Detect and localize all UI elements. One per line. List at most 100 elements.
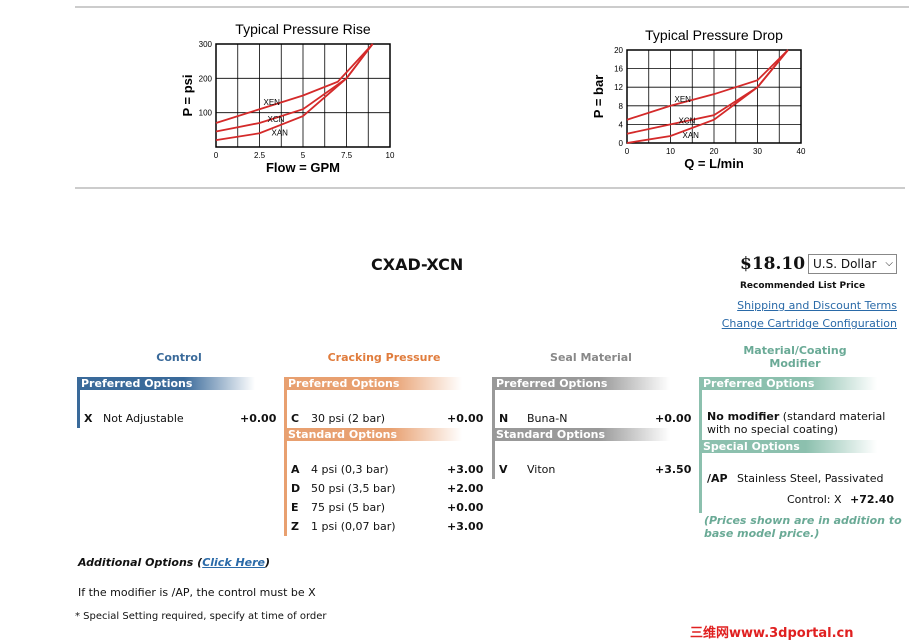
x-tick-label: 5 bbox=[301, 151, 306, 160]
x-tick-label: 30 bbox=[753, 147, 762, 156]
code: E bbox=[291, 501, 299, 514]
curve bbox=[626, 49, 789, 135]
option: Viton bbox=[527, 463, 556, 476]
currency: U.S. Dollar bbox=[813, 257, 877, 271]
option-desc: (standard material with no special coati… bbox=[707, 410, 886, 436]
chart-title: Typical Pressure Drop bbox=[645, 27, 783, 43]
section-bar: Special Options bbox=[699, 440, 877, 453]
label: ) bbox=[265, 556, 271, 569]
link[interactable]: Change Cartridge Configuration bbox=[721, 317, 897, 330]
y-axis-label: P = bar bbox=[591, 75, 606, 118]
option-price: +3.50 bbox=[655, 463, 692, 476]
chart-title: Typical Pressure Rise bbox=[235, 21, 371, 37]
option-price: +0.00 bbox=[655, 412, 692, 425]
curve bbox=[626, 49, 789, 121]
x-tick-label: 10 bbox=[386, 151, 395, 160]
price-note: Recommended List Price bbox=[740, 281, 866, 291]
column-title: Control bbox=[156, 351, 202, 364]
dropdown-arrow: ⌵ bbox=[885, 258, 893, 269]
code: V bbox=[499, 463, 508, 476]
x-axis-label: Q = L/min bbox=[684, 156, 744, 170]
code: /AP bbox=[707, 472, 728, 485]
x-tick-label: 7.5 bbox=[341, 151, 353, 160]
x-tick-label: 40 bbox=[797, 147, 806, 156]
y-tick-label: 16 bbox=[614, 65, 623, 74]
curve bbox=[215, 43, 374, 142]
option: 30 psi (2 bar) bbox=[311, 412, 386, 425]
additional-options: Additional Options (Click Here) bbox=[78, 556, 270, 569]
label: Additional Options ( bbox=[78, 556, 203, 569]
y-tick-label: 12 bbox=[614, 83, 623, 92]
section-bar: Standard Options bbox=[492, 428, 670, 441]
code: X bbox=[84, 412, 93, 425]
curve bbox=[215, 43, 374, 133]
y-tick-label: 8 bbox=[619, 102, 624, 111]
curve-label: XEN bbox=[675, 95, 692, 104]
y-tick-label: 200 bbox=[199, 74, 213, 83]
chart: 0 10 20 30 40 0 4 8 12 16 20 Typical Pressure Drop Q… bbox=[591, 27, 806, 170]
option: Buna-N bbox=[527, 412, 568, 425]
currency-select[interactable]: U.S. Dollar ⌵ bbox=[808, 254, 897, 274]
option: 75 psi (5 bar) bbox=[311, 501, 386, 514]
column-edge bbox=[77, 377, 80, 428]
option-price: +3.00 bbox=[447, 520, 484, 533]
model-title: CXAD-XCN bbox=[371, 255, 464, 274]
note: (Prices shown are in addition to base mo… bbox=[704, 514, 902, 540]
option: Not Adjustable bbox=[103, 412, 184, 425]
footnote: * Special Setting required, specify at t… bbox=[75, 611, 327, 622]
x-tick-label: 0 bbox=[625, 147, 630, 156]
x-axis-label: Flow = GPM bbox=[266, 160, 340, 175]
option: 4 psi (0,3 bar) bbox=[311, 463, 389, 476]
column-title: Seal Material bbox=[550, 351, 632, 364]
column-edge bbox=[284, 377, 287, 536]
option: Stainless Steel, Passivated bbox=[737, 472, 884, 485]
x-tick-label: 2.5 bbox=[254, 151, 266, 160]
watermark: 三维网www.3dportal.cn bbox=[690, 626, 854, 641]
column-title: Material/Coating Modifier bbox=[743, 344, 847, 370]
option-price: +3.00 bbox=[447, 463, 484, 476]
chart: 0 2.5 5 7.5 10 100 200 300 Typical Pressure Rise… bbox=[180, 21, 395, 175]
section-bar: Preferred Options bbox=[699, 377, 877, 390]
link[interactable]: Click Here bbox=[202, 556, 266, 569]
option-price: +72.40 bbox=[850, 493, 895, 506]
curve bbox=[626, 49, 789, 144]
curve-label: XCN bbox=[679, 116, 696, 125]
x-tick-label: 10 bbox=[666, 147, 675, 156]
y-tick-label: 300 bbox=[199, 40, 213, 49]
x-tick-label: 0 bbox=[214, 151, 219, 160]
code: Z bbox=[291, 520, 299, 533]
code: N bbox=[499, 412, 509, 425]
option-price: +0.00 bbox=[447, 501, 484, 514]
y-tick-label: 0 bbox=[619, 139, 624, 148]
option-price: +0.00 bbox=[240, 412, 277, 425]
section-bar: Preferred Options bbox=[492, 377, 670, 390]
y-tick-label: 100 bbox=[199, 109, 213, 118]
option: No modifier (standard material with no s… bbox=[707, 410, 902, 436]
code: A bbox=[291, 463, 300, 476]
curve-label: XAN bbox=[683, 131, 700, 140]
curve-label: XEN bbox=[264, 98, 281, 107]
option-price: +0.00 bbox=[447, 412, 484, 425]
rule-text: If the modifier is /AP, the control must… bbox=[78, 586, 316, 599]
curve-label: XCN bbox=[268, 115, 285, 124]
divider bbox=[75, 6, 909, 8]
link[interactable]: Shipping and Discount Terms bbox=[737, 299, 897, 312]
curve bbox=[215, 43, 374, 124]
x-tick-label: 20 bbox=[710, 147, 719, 156]
option-price: +2.00 bbox=[447, 482, 484, 495]
y-axis-label: P = psi bbox=[180, 74, 195, 116]
divider bbox=[75, 187, 905, 189]
section-bar: Preferred Options bbox=[284, 377, 462, 390]
column-title: Cracking Pressure bbox=[327, 351, 441, 364]
option-name: No modifier bbox=[707, 410, 780, 423]
option: 1 psi (0,07 bar) bbox=[311, 520, 396, 533]
code: D bbox=[291, 482, 301, 495]
code: C bbox=[291, 412, 300, 425]
curve-label: XAN bbox=[272, 128, 289, 137]
y-tick-label: 20 bbox=[614, 46, 623, 55]
section-bar: Preferred Options bbox=[77, 377, 255, 390]
condition: Control: X bbox=[787, 493, 842, 506]
section-bar: Standard Options bbox=[284, 428, 462, 441]
